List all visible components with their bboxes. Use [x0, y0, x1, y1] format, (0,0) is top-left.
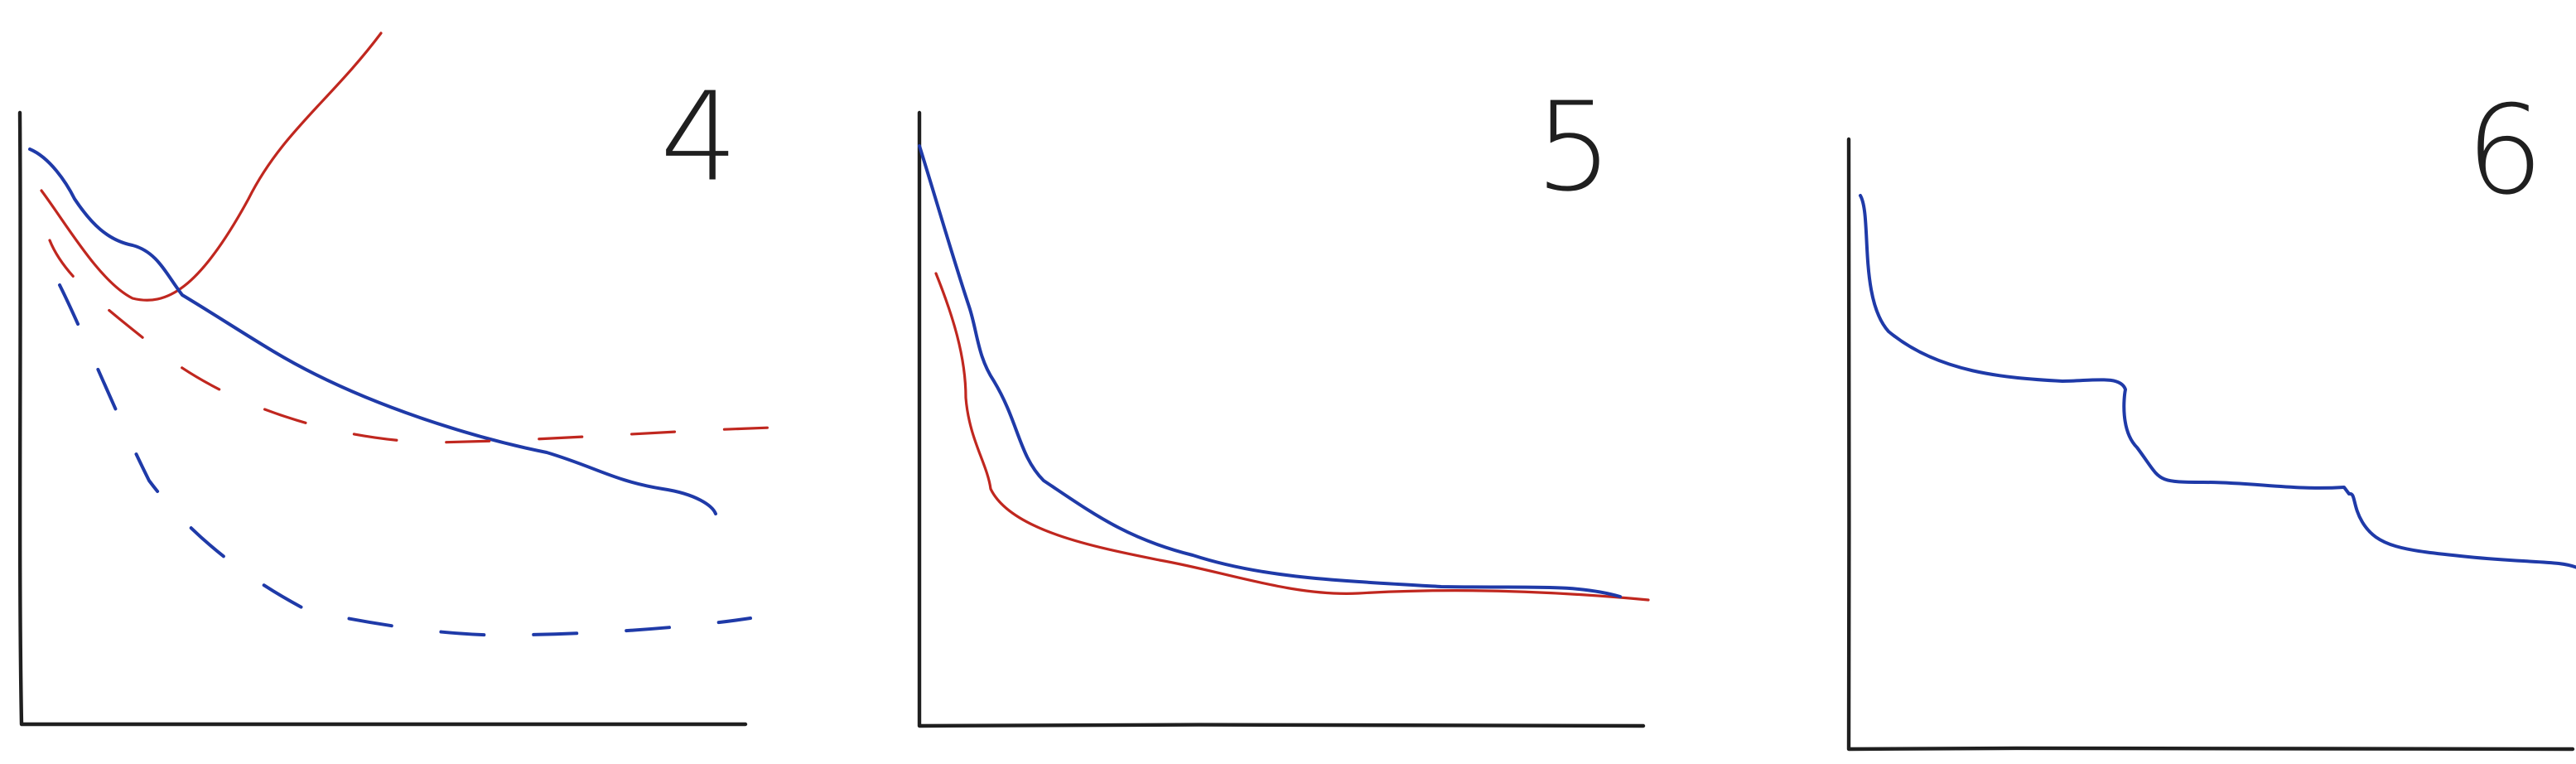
curve	[28, 147, 717, 515]
panel: 4	[17, 31, 774, 727]
axes	[1846, 137, 2575, 752]
dashed-curve	[48, 239, 774, 444]
panel-label: 4	[660, 66, 738, 209]
curve	[40, 31, 383, 302]
curve	[1859, 194, 2576, 569]
dashed-curve	[58, 283, 752, 637]
panel-label: 6	[2466, 80, 2544, 222]
curve	[918, 144, 1622, 598]
axes	[917, 110, 1646, 728]
panel: 6	[1846, 80, 2576, 752]
panel: 5	[917, 76, 1650, 728]
panel-label: 5	[1535, 76, 1613, 219]
axes	[17, 110, 748, 727]
curve	[934, 272, 1650, 602]
